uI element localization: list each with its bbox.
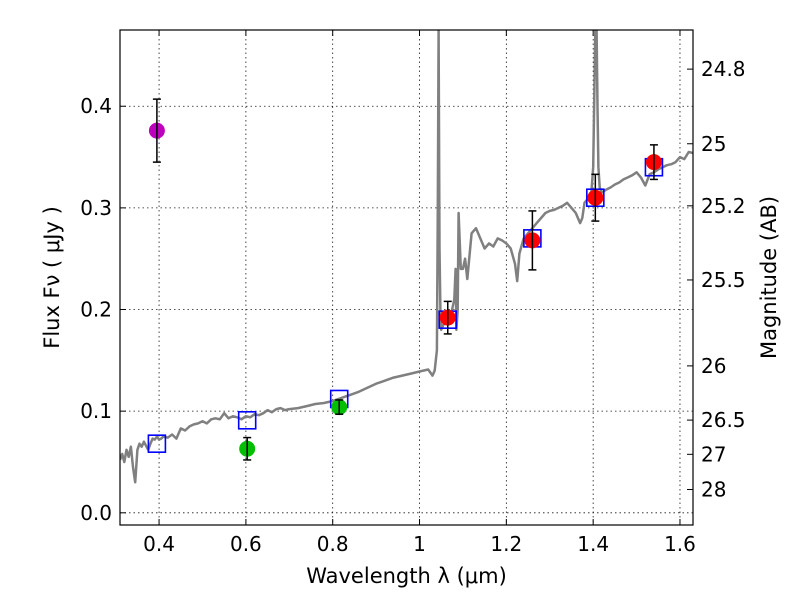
x-axis-label: Wavelength λ (μm) <box>306 564 507 588</box>
y-tick-label: 0.4 <box>80 94 112 118</box>
plot-area <box>120 30 693 484</box>
magnitude-tick-label: 28 <box>701 478 726 502</box>
x-tick-label: 1.6 <box>664 532 696 556</box>
model-photometry-square <box>147 434 167 453</box>
magnitude-tick-label: 27 <box>701 442 726 466</box>
x-axis: 0.4 0.6 0.8 1 1.2 1.4 1.6 <box>143 30 696 556</box>
x-tick-label: 0.4 <box>143 532 175 556</box>
magnitude-axis: 24.8 25 25.2 25.5 26 26.5 27 28 <box>687 57 746 502</box>
magnitude-tick-label: 25.2 <box>701 194 746 218</box>
y-tick-label: 0.1 <box>80 399 112 423</box>
magnitude-axis-label: Magnitude (AB) <box>757 196 781 359</box>
plot-clip-group <box>120 30 693 484</box>
model-photometry-square <box>237 411 257 430</box>
y-tick-label: 0.3 <box>80 196 112 220</box>
magnitude-tick-label: 25.5 <box>701 268 746 292</box>
y-tick-label: 0.0 <box>80 501 112 525</box>
x-tick-label: 1.4 <box>577 532 609 556</box>
magnitude-tick-label: 26.5 <box>701 408 746 432</box>
x-tick-label: 0.6 <box>230 532 262 556</box>
y-axis: 0.0 0.1 0.2 0.3 0.4 <box>80 94 126 525</box>
magnitude-tick-label: 24.8 <box>701 57 746 81</box>
x-tick-label: 0.8 <box>317 532 349 556</box>
x-tick-label: 1.2 <box>490 532 522 556</box>
y-tick-label: 0.2 <box>80 298 112 322</box>
spectrum-line <box>120 30 693 484</box>
magnitude-tick-label: 26 <box>701 354 726 378</box>
plot-frame <box>119 29 694 526</box>
y-axis-label: Flux Fν ( μJy ) <box>40 206 64 349</box>
grid <box>120 30 693 525</box>
x-tick-label: 1 <box>413 532 426 556</box>
magnitude-tick-label: 25 <box>701 132 726 156</box>
